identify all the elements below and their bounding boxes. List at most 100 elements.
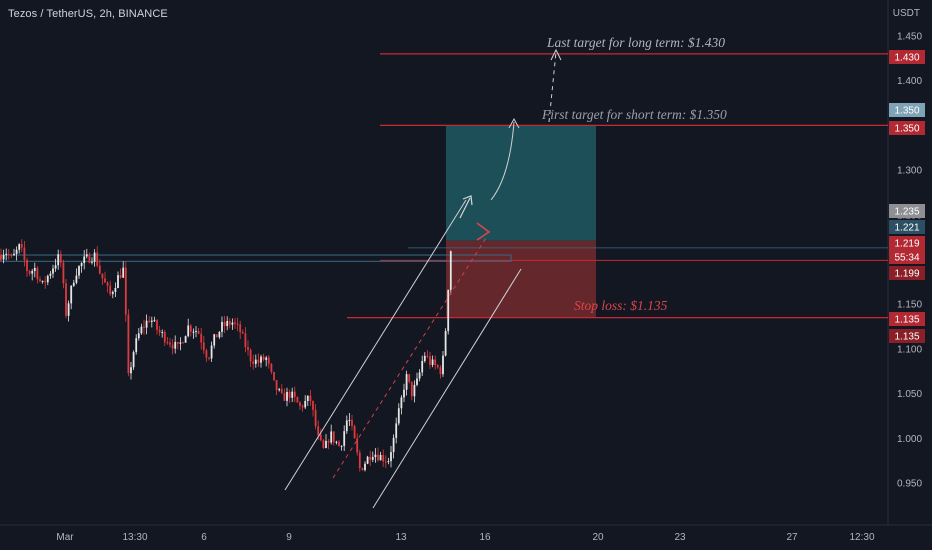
candle-body (312, 401, 314, 410)
resistance-band[interactable] (0, 254, 512, 262)
candle-body (101, 273, 104, 279)
candle-body (215, 334, 218, 338)
candle-body (442, 355, 444, 375)
symbol-title[interactable]: Tezos / TetherUS, 2h, BINANCE (8, 8, 168, 20)
candle-body (377, 454, 379, 461)
price-tag: 1.135 (889, 312, 925, 326)
candle-body (314, 409, 317, 427)
candle-body (62, 262, 65, 284)
price-tick-label: 1.450 (897, 32, 922, 43)
price-tag-background (889, 121, 925, 135)
candle-body (143, 326, 145, 328)
candle-body (439, 367, 442, 375)
time-tick-label: 6 (201, 532, 207, 543)
price-tag-label: 1.221 (894, 223, 919, 234)
candle-body (161, 332, 164, 334)
candle-body (169, 342, 171, 345)
candle-body (353, 425, 356, 439)
price-tag-background (889, 236, 925, 250)
candle-body (28, 270, 31, 274)
price-tag: 55:34 (889, 250, 925, 264)
candle-body (213, 334, 216, 346)
candle-body (36, 267, 39, 280)
candle-body (23, 247, 26, 261)
candle-body (247, 347, 249, 350)
candles (0, 239, 452, 472)
candle-body (345, 420, 348, 432)
candle-body (418, 372, 421, 379)
candle-body (205, 350, 208, 358)
target-curve-arrow (490, 121, 515, 201)
time-tick-label: Mar (56, 532, 74, 543)
candle-body (369, 456, 372, 460)
candle-body (200, 333, 203, 343)
candle-body (221, 322, 223, 332)
candle-body (335, 441, 338, 443)
candle-body (358, 452, 361, 469)
candle-body (309, 395, 312, 402)
short-target-label: First target for short term: $1.350 (541, 107, 727, 122)
candle-body (2, 254, 5, 260)
time-tick-label: 13:30 (122, 532, 147, 543)
candle-body (410, 381, 413, 397)
candle-body (361, 468, 364, 471)
candle-body (317, 426, 320, 435)
candle-body (236, 323, 239, 325)
candle-body (184, 336, 187, 343)
candle-body (262, 356, 265, 360)
candle-body (202, 342, 205, 351)
price-tick-label: 1.100 (897, 344, 922, 355)
entry-arrow-icon (476, 222, 491, 241)
candle-body (187, 325, 190, 337)
candle-body (340, 445, 343, 447)
candle-body (106, 282, 109, 286)
candle-body (434, 359, 437, 366)
price-tag-label: 55:34 (894, 253, 919, 264)
time-tick-label: 23 (674, 532, 686, 543)
time-tick-label: 12:30 (849, 532, 874, 543)
candle-body (10, 254, 13, 256)
candle-body (18, 244, 21, 250)
candle-body (343, 431, 346, 446)
candle-body (293, 391, 296, 398)
candle-body (387, 461, 390, 463)
long-target-arrow-icon (550, 48, 562, 61)
candle-body (241, 332, 244, 334)
channel-lower-line[interactable] (372, 268, 522, 509)
price-tag-background (889, 312, 925, 326)
time-axis[interactable]: Mar 13:30 6 9 13 16 20 23 27 12:30 (56, 532, 875, 543)
candle-body (182, 342, 184, 344)
price-tag: 1.350 (889, 121, 925, 135)
candle-body (75, 275, 78, 283)
time-tick-label: 20 (592, 532, 604, 543)
profit-target-zone[interactable] (446, 125, 596, 241)
candle-body (192, 331, 195, 333)
candle-body (189, 325, 192, 332)
candle-body (304, 400, 307, 408)
candle-body (150, 320, 153, 322)
price-tag: 1.219 (889, 236, 925, 250)
long-target-dashed-arrow (548, 51, 557, 123)
candle-body (366, 456, 369, 464)
up-arrow-icon (462, 195, 473, 206)
candle-body (166, 342, 169, 344)
candle-body (218, 331, 221, 338)
long-target-label: Last target for long term: $1.430 (546, 35, 725, 50)
candle-body (33, 267, 36, 271)
candle-body (413, 384, 416, 397)
candle-body (395, 423, 398, 438)
candle-body (291, 391, 294, 398)
stop-loss-zone[interactable] (446, 240, 596, 318)
candle-body (91, 261, 93, 263)
candle-body (59, 254, 62, 263)
candle-body (231, 322, 234, 325)
candle-body (392, 437, 395, 453)
candle-body (327, 440, 330, 443)
candle-body (7, 253, 10, 255)
price-tick-label: 1.000 (897, 434, 922, 445)
candle-body (356, 438, 359, 453)
candle-body (210, 345, 213, 359)
price-tag-background (889, 250, 925, 264)
channel-upper-line[interactable] (284, 199, 467, 491)
